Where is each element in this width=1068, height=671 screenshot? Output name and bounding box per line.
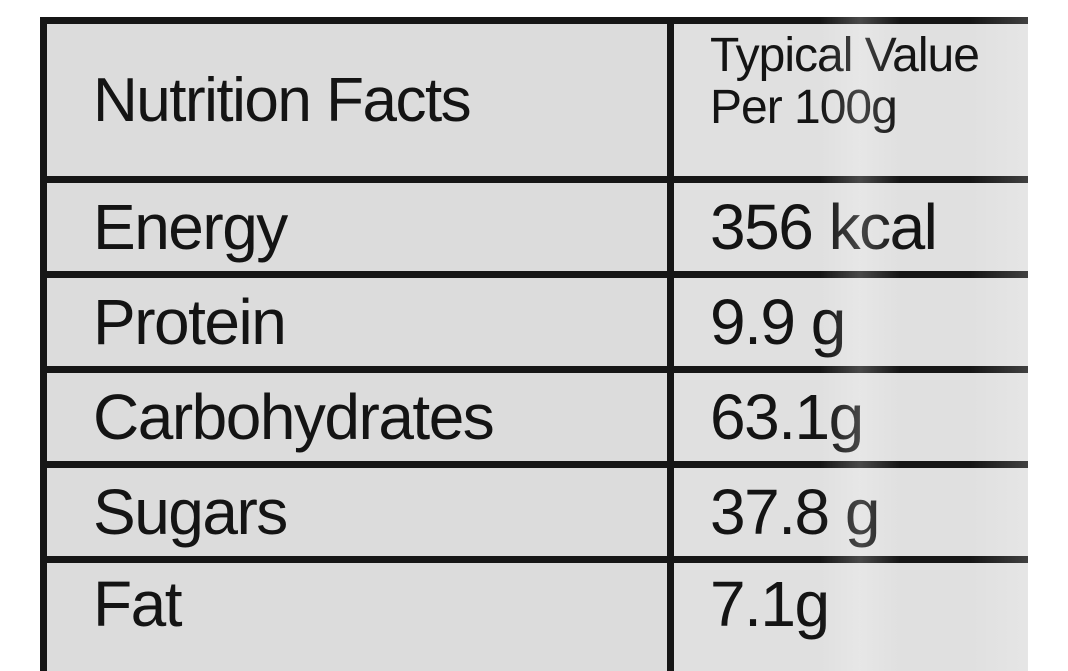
nutrient-name: Fat (40, 556, 674, 671)
table-row: Protein 9.9 g (40, 271, 1028, 373)
table-header-row: Nutrition Facts Typical Value Per 100g (40, 17, 1028, 183)
nutrient-value: 7.1g (667, 556, 1028, 671)
table-row: Sugars 37.8 g (40, 461, 1028, 563)
nutrient-value: 63.1g (667, 366, 1028, 468)
table-row: Carbohydrates 63.1g (40, 366, 1028, 468)
nutrient-value: 37.8 g (667, 461, 1028, 563)
nutrient-name: Carbohydrates (40, 366, 674, 468)
nutrition-facts-table: Nutrition Facts Typical Value Per 100g E… (40, 17, 1028, 671)
nutrient-value: 9.9 g (667, 271, 1028, 373)
value-header-line1: Typical Value (710, 29, 980, 82)
value-column-header: Typical Value Per 100g (667, 17, 1028, 183)
table-row: Fat 7.1g (40, 556, 1028, 671)
nutrition-label: Nutrition Facts Typical Value Per 100g E… (40, 17, 1028, 671)
value-header-line2: Per 100g (710, 81, 898, 134)
nutrient-name: Protein (40, 271, 674, 373)
nutrient-name: Sugars (40, 461, 674, 563)
table-row: Energy 356 kcal (40, 176, 1028, 278)
nutrient-name: Energy (40, 176, 674, 278)
nutrient-value: 356 kcal (667, 176, 1028, 278)
table-title: Nutrition Facts (40, 17, 674, 183)
